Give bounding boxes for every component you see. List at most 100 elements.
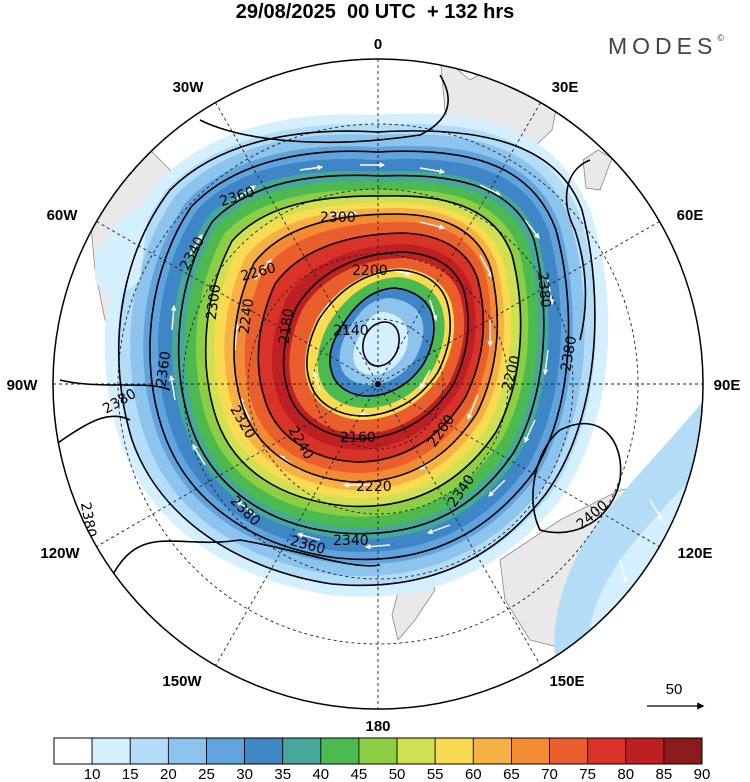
lon-label-60e: 60E <box>677 207 704 224</box>
wind-arrow <box>296 532 321 541</box>
colorbar-frame <box>53 737 703 765</box>
reference-vector: 50 <box>647 681 705 710</box>
colorbar-swatch <box>358 737 398 765</box>
colorbar-tick-label: 45 <box>351 766 368 782</box>
wind-arrow <box>329 210 358 217</box>
contour-line <box>282 251 469 440</box>
wind-arrow <box>649 499 663 521</box>
colorbar-tick-label: 90 <box>694 766 711 782</box>
wind-arrow <box>189 234 203 256</box>
colorbar-tick-label: 10 <box>84 766 101 782</box>
contour-line <box>257 232 485 463</box>
contour-line <box>565 159 591 341</box>
colorbar: 10 15 20 25 30 35 40 45 50 55 60 65 70 75 80 85 90 <box>53 737 711 782</box>
colorbar-swatch <box>206 737 245 765</box>
contour-line <box>177 174 545 535</box>
contour-line <box>149 150 570 561</box>
colorbar-tick-label: 75 <box>579 766 596 782</box>
brand-mark: © <box>717 33 724 43</box>
colorbar-swatch <box>587 737 627 765</box>
lon-label-60w: 60W <box>47 207 79 224</box>
lon-label-120e: 120E <box>677 545 712 562</box>
colorbar-swatch <box>53 737 93 765</box>
colorbar-tick-label: 85 <box>656 766 673 782</box>
colorbar-swatch <box>91 737 131 765</box>
wind-arrow <box>234 185 256 201</box>
lon-label-150e: 150E <box>549 673 584 690</box>
colorbar-tick-label: 50 <box>389 766 406 782</box>
wind-arrow <box>170 304 177 331</box>
wind-arrow <box>467 394 479 421</box>
wind-arrow <box>524 219 540 239</box>
lon-label-180: 180 <box>365 718 390 735</box>
wind-arrow <box>619 559 628 584</box>
wind-arrow <box>479 254 493 278</box>
colorbar-swatch <box>511 737 550 765</box>
contour-line <box>362 321 400 367</box>
contour-line <box>199 74 449 143</box>
colorbar-tick-label: 25 <box>198 766 215 782</box>
lon-label-90e: 90E <box>714 377 741 394</box>
colorbar-swatch <box>282 737 322 765</box>
wind-speed-fill <box>95 113 703 686</box>
wind-arrow <box>312 370 321 391</box>
map-boundary <box>52 58 704 710</box>
contour-label-2300-left: 2300 <box>204 283 225 321</box>
wind-arrow <box>479 184 502 196</box>
colorbar-tick-label: 80 <box>617 766 634 782</box>
colorbar-swatch <box>663 737 703 765</box>
wind-arrow <box>364 543 391 550</box>
wind-band-west <box>95 200 150 295</box>
contour-line <box>204 195 522 508</box>
wind-arrow <box>429 299 438 322</box>
colorbar-tick-label: 40 <box>312 766 329 782</box>
wind-arrow <box>524 419 536 444</box>
wind-arrow <box>547 279 555 306</box>
madagascar-land <box>582 149 613 191</box>
contour-line <box>532 422 622 534</box>
wind-arrow <box>599 449 615 471</box>
latitude-circle <box>182 188 574 580</box>
contour-label-2340-bottom: 2340 <box>333 533 369 549</box>
contour-label-2240-left: 2240 <box>237 297 258 335</box>
colorbar-tick-label: 20 <box>160 766 177 782</box>
colorbar-swatch <box>320 737 360 765</box>
lon-label-30w: 30W <box>173 79 205 96</box>
wind-arrow <box>419 221 446 230</box>
contour-label-2180: 2180 <box>277 307 298 345</box>
south-pole-marker <box>375 381 381 387</box>
colorbar-swatch <box>625 737 665 765</box>
colorbar-tick-label: 30 <box>236 766 253 782</box>
contour-label-2380-upper-right: 2380 <box>534 272 553 309</box>
wind-arrow <box>233 322 240 351</box>
colorbar-tick-label: 15 <box>122 766 139 782</box>
height-contours <box>54 74 622 587</box>
contour-line <box>109 539 381 581</box>
contour-label-2300-top: 2300 <box>320 210 356 226</box>
wind-arrow <box>542 349 549 376</box>
colorbar-swatch <box>396 737 436 765</box>
reference-vector-label: 50 <box>666 681 683 698</box>
wind-arrow <box>668 589 675 612</box>
contour-line <box>54 379 171 446</box>
lon-label-150w: 150W <box>162 673 202 690</box>
colorbar-tick-label: 65 <box>503 766 520 782</box>
contour-line <box>117 130 596 587</box>
wind-arrow <box>419 167 446 175</box>
colorbar-tick-label: 70 <box>541 766 558 782</box>
wind-arrow <box>426 524 451 535</box>
colorbar-swatch <box>167 737 207 765</box>
colorbar-swatch <box>434 737 474 765</box>
lon-label-0: 0 <box>374 36 382 53</box>
colorbar-swatch <box>129 737 169 765</box>
wind-arrow <box>299 164 324 171</box>
wind-arrow <box>192 444 206 466</box>
contour-label-2380-right: 2380 <box>558 335 580 373</box>
colorbar-tick-label: 60 <box>465 766 482 782</box>
wind-arrow <box>254 259 272 281</box>
longitude-labels: 0 30E 60E 90E 120E 150E 180 150W 120W 90… <box>7 36 741 735</box>
contour-label-2140: 2140 <box>333 323 369 339</box>
contour-label-2160: 2160 <box>340 430 376 446</box>
contour-line <box>329 287 435 397</box>
